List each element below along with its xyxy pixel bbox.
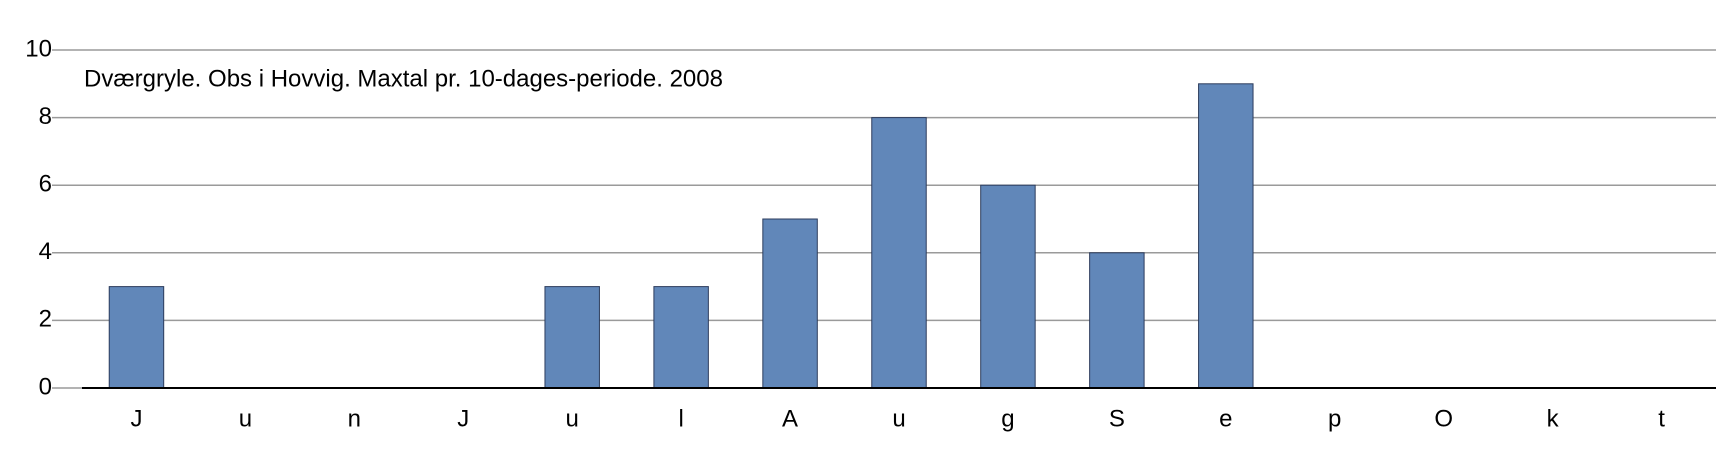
y-tick-label: 6 [39, 171, 52, 198]
x-tick-label: p [1328, 405, 1341, 432]
y-tick-label: 8 [39, 103, 52, 130]
x-tick-label: J [130, 405, 142, 432]
x-tick-label: O [1434, 405, 1453, 432]
y-tick-label: 0 [39, 373, 52, 400]
bar [1198, 83, 1254, 389]
y-tick-label: 10 [25, 35, 52, 62]
bar [544, 286, 600, 389]
chart-title: Dværgryle. Obs i Hovvig. Maxtal pr. 10-d… [84, 65, 723, 92]
y-tick-label: 4 [39, 238, 52, 265]
x-tick-label: A [782, 405, 798, 432]
bar [108, 286, 165, 389]
x-tick-label: u [566, 405, 579, 432]
x-tick-label: n [348, 405, 361, 432]
bar [1089, 252, 1145, 389]
bar [871, 117, 927, 389]
x-tick-label: S [1109, 405, 1125, 432]
bar [762, 218, 818, 389]
bar [653, 286, 709, 389]
x-tick-label: l [678, 405, 683, 432]
x-tick-label: u [892, 405, 905, 432]
x-tick-label: e [1219, 405, 1232, 432]
x-tick-label: k [1547, 405, 1560, 432]
y-tick-label: 2 [39, 306, 52, 333]
bar [980, 184, 1036, 389]
x-tick-label: t [1658, 405, 1665, 432]
x-tick-label: g [1001, 405, 1014, 432]
x-tick-label: u [239, 405, 252, 432]
x-tick-label: J [457, 405, 469, 432]
